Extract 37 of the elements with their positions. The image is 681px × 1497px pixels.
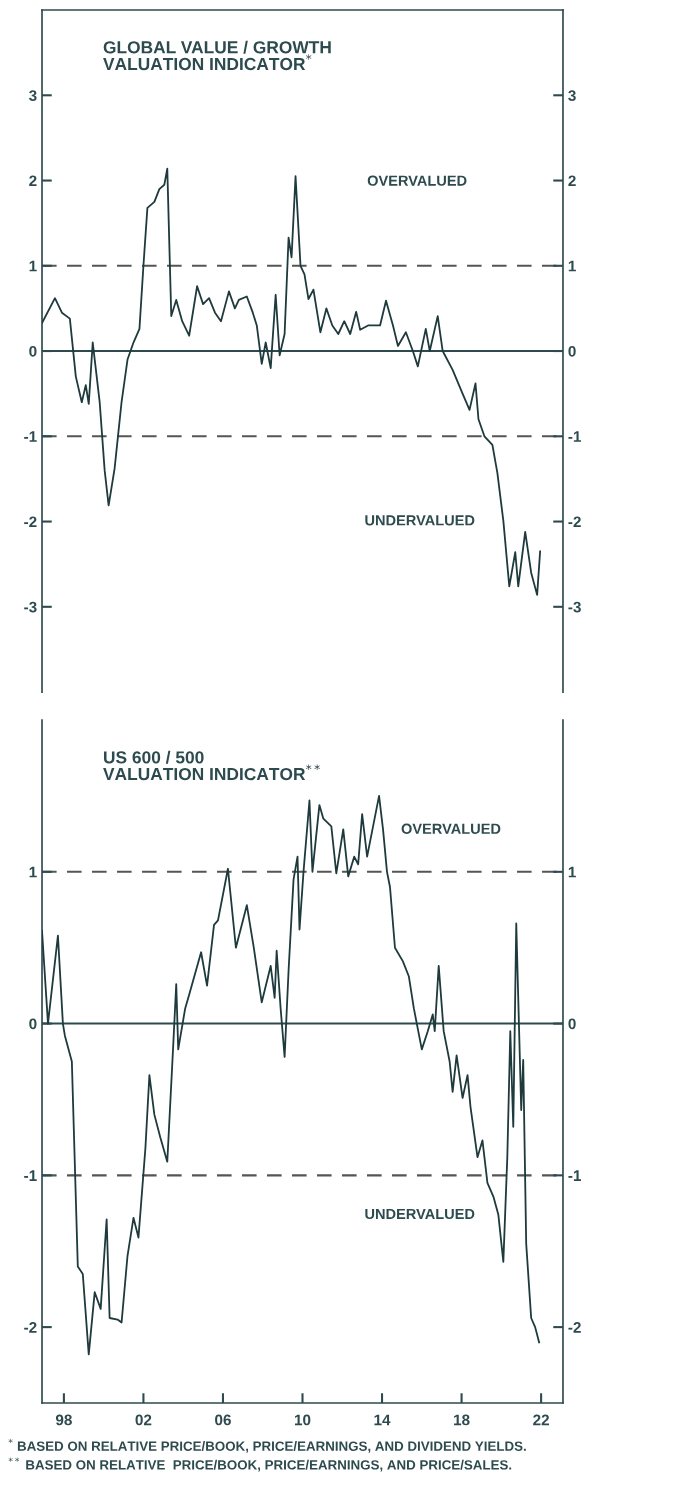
y-tick-label: -3 [24,601,37,613]
annotation: OVERVALUED [401,823,501,834]
text: $^{*}$ BASED ON RELATIVE PRICE/BOOK, PRICE/EARNINGS, AND DIVIDEND YIELDS. [8,1438,526,1453]
x-tick-label: 98 [55,1414,72,1426]
y2-tick-label: -1 [568,431,581,442]
y2-tick-label: 3 [568,90,576,101]
x-tick-label: 10 [294,1414,311,1426]
text: US 600 / 500 VALUATION INDICATOR$^{**}$ [103,750,320,781]
text: $^{**}$ BASED ON RELATIVE PRICE/BOOK, PRICE/EARNINGS, AND PRICE/SALES. [8,1457,512,1472]
y-tick-label: -1 [24,1170,37,1181]
text: GLOBAL VALUE / GROWTH VALUATION INDICATOR$^{*}$ [103,40,331,71]
y2-tick-label: 1 [568,260,576,272]
x-tick-label: 02 [135,1414,152,1426]
y-tick-label: 2 [29,175,37,187]
annotation: UNDERVALUED [365,515,475,526]
y2-tick-label: -3 [568,601,581,613]
y-tick-label: 1 [29,260,37,272]
y-tick-label: -1 [24,431,37,442]
y-tick-label: 0 [29,1018,37,1030]
x-tick-label: 22 [533,1414,549,1426]
y2-tick-label: -2 [568,1321,581,1333]
y-tick-label: -2 [24,516,37,528]
y2-tick-label: -2 [568,516,581,528]
y2-tick-label: 0 [568,1018,576,1030]
annotation: OVERVALUED [367,175,467,186]
x-tick-label: 06 [215,1414,231,1426]
y-tick-label: -2 [24,1321,37,1333]
y-tick-label: 1 [29,866,37,878]
y2-tick-label: 1 [568,866,576,878]
x-tick-label: 18 [454,1414,470,1426]
y-tick-label: 0 [29,345,37,357]
y2-tick-label: -1 [568,1170,581,1181]
y2-tick-label: 0 [568,345,576,357]
y2-tick-label: 2 [568,175,576,187]
y-tick-label: 3 [29,90,37,101]
annotation: UNDERVALUED [365,1208,475,1220]
x-tick-label: 14 [374,1414,391,1426]
